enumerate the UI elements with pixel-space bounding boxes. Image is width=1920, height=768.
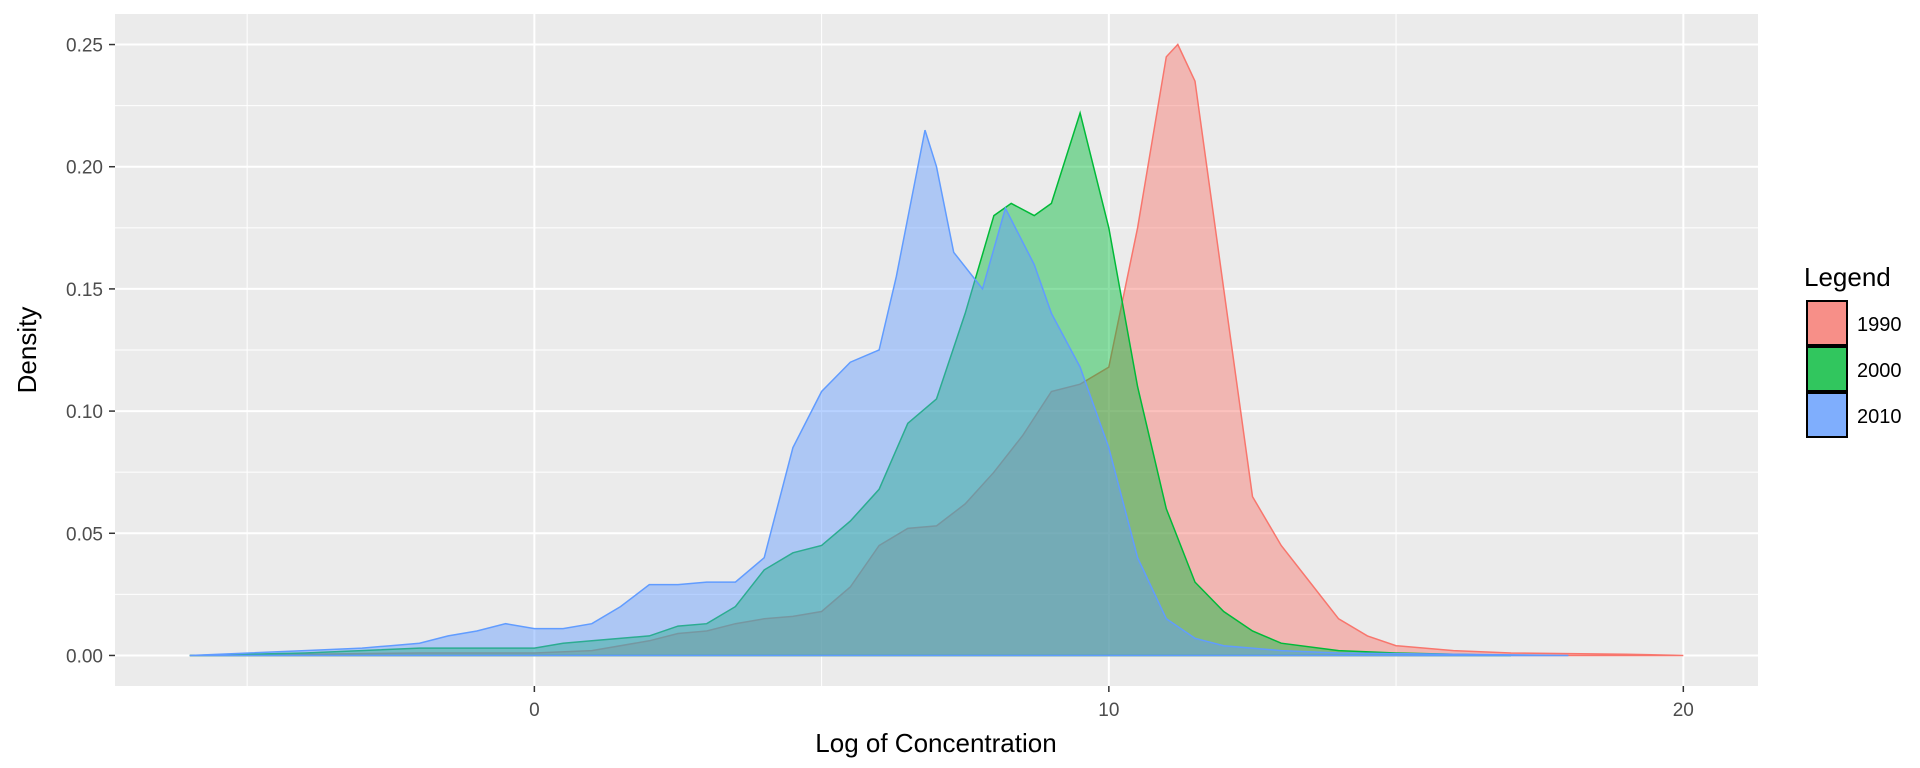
- x-tick-label: 10: [1098, 700, 1119, 721]
- y-tick-label: 0.00: [66, 646, 103, 667]
- legend-item-1990: 1990: [1806, 300, 1902, 346]
- y-tick-label: 0.10: [66, 402, 103, 423]
- x-tick-label: 20: [1673, 700, 1694, 721]
- legend-swatch-1990: [1806, 300, 1848, 346]
- legend-label-1990: 1990: [1857, 314, 1902, 336]
- density-area-2000: [189, 110, 1512, 657]
- legend-title: Legend: [1804, 262, 1891, 292]
- legend-swatch-2010: [1806, 392, 1848, 438]
- y-axis-title: Density: [12, 307, 42, 394]
- legend-items: 1990 2000 2010: [1806, 300, 1902, 438]
- legend-label-2010: 2010: [1857, 406, 1902, 428]
- density-area-2010: [189, 129, 1569, 657]
- legend-item-2010: 2010: [1806, 392, 1902, 438]
- legend-label-2000: 2000: [1857, 360, 1902, 382]
- x-axis-title: Log of Concentration: [815, 728, 1056, 758]
- series-layer: [189, 43, 1684, 657]
- y-tick-label: 0.05: [66, 524, 103, 545]
- x-tick-label: 0: [529, 700, 540, 721]
- axes-layer: 0.00 0.05 0.10 0.15 0.20 0.25 0 10 20: [66, 36, 1694, 721]
- legend-swatch-2000: [1806, 346, 1848, 392]
- density-area-1990: [189, 43, 1684, 657]
- legend: Legend 1990 2000 2010: [1804, 262, 1902, 438]
- y-tick-label: 0.25: [66, 36, 103, 57]
- y-tick-label: 0.15: [66, 280, 103, 301]
- y-tick-label: 0.20: [66, 158, 103, 179]
- legend-item-2000: 2000: [1806, 346, 1902, 392]
